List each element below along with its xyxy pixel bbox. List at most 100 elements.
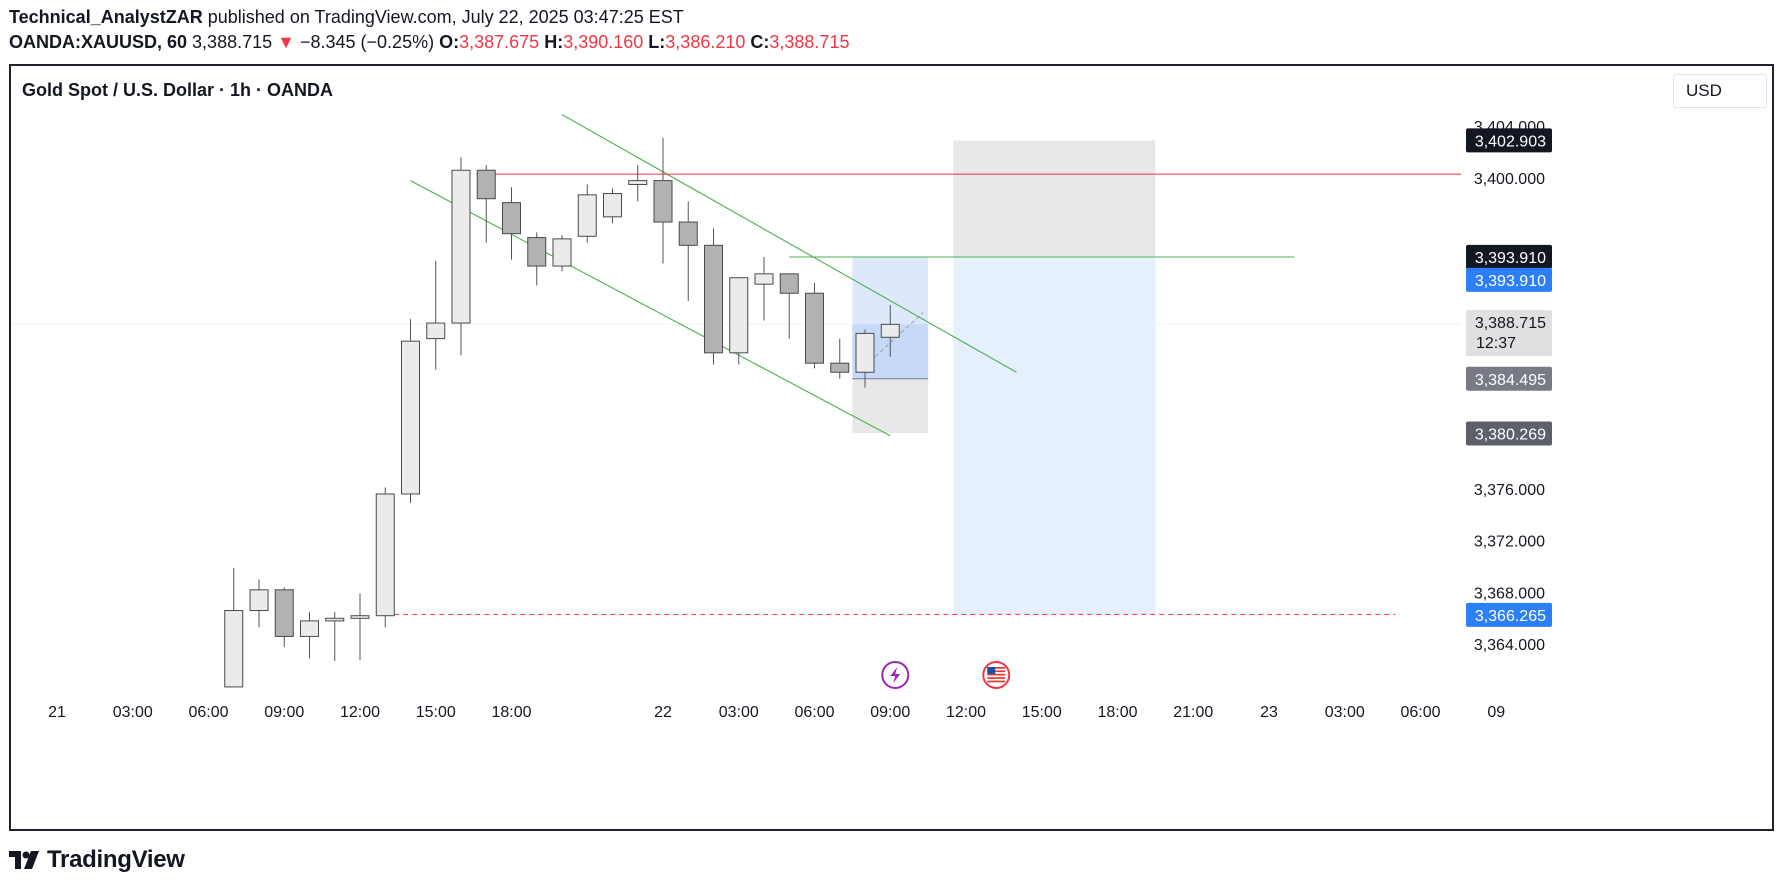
x-tick-label: 18:00 (1097, 704, 1137, 721)
ohlc-line: OANDA:XAUUSD, 60 3,388.715 ▼ −8.345 (−0.… (9, 32, 849, 53)
candle (704, 228, 723, 365)
y-tick-label: 3,364.000 (1474, 637, 1545, 654)
candle (603, 188, 622, 224)
price-label-text: 3,393.910 (1475, 273, 1546, 290)
x-tick-label: 09:00 (870, 704, 910, 721)
tradingview-logo[interactable]: TradingView (9, 846, 185, 874)
candle-body (375, 493, 395, 617)
price-label-gray (1466, 366, 1552, 391)
x-tick-label: 15:00 (1022, 704, 1062, 721)
candle-body (527, 237, 547, 267)
candle-body (628, 180, 648, 185)
price-label-text: 3,393.910 (1475, 250, 1546, 267)
x-tick-label: 18:00 (491, 704, 531, 721)
candle (653, 137, 673, 264)
candle-body (552, 238, 572, 267)
candle-body (451, 169, 471, 324)
open-label: O: (439, 32, 460, 52)
price-label-text: 3,366.265 (1475, 608, 1546, 625)
x-tick-label: 06:00 (1400, 704, 1440, 721)
author[interactable]: Technical_AnalystZAR (9, 7, 203, 27)
candle (502, 187, 521, 260)
candle-body (678, 221, 698, 246)
change-text: −8.345 (−0.25%) (299, 32, 435, 52)
x-tick-label: 21 (48, 704, 66, 721)
price-label-text: 3,384.495 (1475, 372, 1546, 389)
candle (628, 165, 648, 202)
close-label: C: (750, 32, 770, 52)
high-label: H: (544, 32, 564, 52)
candle-body (577, 194, 597, 237)
candle (224, 567, 244, 688)
lower-channel-line (410, 180, 891, 437)
candle-body (274, 589, 294, 637)
x-tick-label: 12:00 (340, 704, 380, 721)
x-tick-label: 21:00 (1173, 704, 1213, 721)
tradingview-logo-icon (9, 851, 39, 869)
flag-stripe (987, 673, 1006, 676)
x-tick-label: 12:00 (946, 704, 986, 721)
candle (527, 232, 547, 286)
candle (401, 319, 420, 504)
candle (678, 201, 698, 302)
y-tick-label: 3,376.000 (1474, 482, 1545, 499)
candle-body (426, 322, 446, 340)
upper-channel-line (561, 114, 1017, 373)
price-label-text: 3,380.269 (1475, 427, 1546, 444)
x-tick-label: 03:00 (1325, 704, 1365, 721)
stop-loss-zone (953, 140, 1156, 257)
candle-body (325, 617, 345, 622)
candle-body (855, 332, 875, 373)
low-value: 3,386.210 (665, 32, 746, 52)
published-text: published on TradingView.com, July 22, 2… (207, 7, 684, 27)
candle (476, 165, 496, 243)
entry-stop-zone (852, 378, 929, 434)
x-tick-label: 15:00 (416, 704, 456, 721)
candle (426, 260, 446, 370)
plot-area (11, 114, 1461, 688)
candle-body (224, 610, 244, 688)
position-path-line (874, 312, 924, 358)
change-arrow-icon: ▼ (277, 32, 295, 52)
candle (880, 304, 900, 357)
price-label-blue (1466, 267, 1552, 292)
candle-body (704, 244, 723, 354)
candle-body (830, 362, 850, 373)
candle (274, 587, 294, 647)
candle-body (880, 323, 900, 338)
currency-button[interactable]: USD (1673, 74, 1767, 108)
candle-body (476, 169, 496, 200)
x-tick-label: 06:00 (188, 704, 228, 721)
brand-name: TradingView (47, 846, 185, 873)
price-label-black (1466, 244, 1552, 269)
candle (375, 487, 395, 628)
candle (577, 184, 597, 243)
lightning-bolt (890, 667, 901, 683)
candle (249, 579, 269, 628)
x-tick-label: 23 (1260, 704, 1278, 721)
candle (805, 282, 824, 369)
low-label: L: (648, 32, 666, 52)
price-label-text: 3,402.903 (1475, 133, 1546, 150)
x-tick-label: 22 (654, 704, 672, 721)
lightning-event-icon (881, 661, 910, 689)
countdown-text: 12:37 (1476, 335, 1516, 352)
candle-body (805, 292, 824, 364)
candle (779, 273, 799, 339)
flag-stripe (987, 677, 1006, 679)
x-tick-label: 03:00 (719, 704, 759, 721)
chart-frame (9, 64, 1774, 831)
price-label-blue (1466, 602, 1552, 627)
us-flag-event-icon (982, 661, 1011, 689)
candle (350, 593, 370, 660)
flag-stripe (987, 670, 1006, 673)
price-label-current (1466, 310, 1552, 357)
candle-body (729, 277, 749, 354)
close-value: 3,388.715 (769, 32, 850, 52)
candle-body (401, 340, 420, 495)
symbol: OANDA:XAUUSD, 60 (9, 32, 188, 52)
candle-body (779, 273, 799, 294)
candle (729, 277, 749, 365)
price-label-darkgray (1466, 421, 1552, 446)
